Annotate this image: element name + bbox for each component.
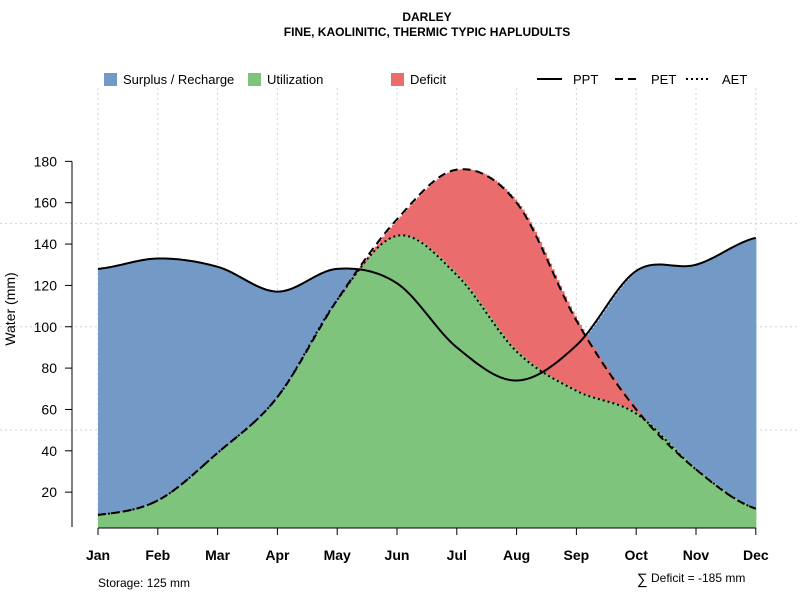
y-tick-label: 80 <box>41 360 57 376</box>
legend-swatch-utilization <box>248 73 261 86</box>
ppt-line <box>97 236 757 382</box>
deficit-note: Deficit = -185 mm <box>651 571 745 585</box>
y-tick-label: 180 <box>34 153 58 169</box>
x-tick-label: Dec <box>743 547 769 563</box>
x-tick-label: Nov <box>683 547 710 563</box>
y-tick-label: 160 <box>34 195 58 211</box>
y-tick-label: 120 <box>34 277 58 293</box>
legend-label-aet: AET <box>722 72 747 87</box>
y-tick-label: 40 <box>41 443 57 459</box>
surplus-recharge-area <box>98 238 757 515</box>
legend-label-ppt: PPT <box>573 72 598 87</box>
legend-label-surplus-recharge: Surplus / Recharge <box>123 72 234 87</box>
y-tick-label: 140 <box>34 236 58 252</box>
x-tick-label: Oct <box>625 547 649 563</box>
legend-swatch-surplus-recharge <box>104 73 117 86</box>
deficit-area <box>339 169 697 468</box>
legend-label-utilization: Utilization <box>267 72 323 87</box>
chart-subtitle: FINE, KAOLINITIC, THERMIC TYPIC HAPLUDUL… <box>284 25 570 39</box>
x-tick-label: Feb <box>145 547 170 563</box>
x-tick-label: Mar <box>205 547 230 563</box>
area-fills <box>98 169 757 529</box>
y-tick-label: 60 <box>41 401 57 417</box>
x-tick-label: Jul <box>447 547 467 563</box>
legend-label-deficit: Deficit <box>410 72 447 87</box>
x-tick-label: Apr <box>265 547 290 563</box>
y-tick-label: 20 <box>41 484 57 500</box>
x-tick-label: Jun <box>385 547 410 563</box>
utilization-area <box>98 235 757 529</box>
axes: 20 40 60 80 100 120 140 160 180 Jan Feb Mar Apr May Ju… <box>34 153 769 563</box>
legend: Surplus / Recharge Utilization Deficit PPT P… <box>104 72 747 87</box>
y-tick-label: 100 <box>34 319 58 335</box>
y-axis-label: Water (mm) <box>2 272 18 345</box>
x-tick-label: Sep <box>564 547 590 563</box>
x-tick-label: Jan <box>86 547 110 563</box>
legend-swatch-deficit <box>391 73 404 86</box>
storage-note: Storage: 125 mm <box>98 576 190 590</box>
legend-label-pet: PET <box>651 72 676 87</box>
series-lines <box>97 168 757 516</box>
sum-icon: ∑ <box>637 571 648 588</box>
x-tick-label: Aug <box>503 547 530 563</box>
chart-title: DARLEY <box>402 10 451 24</box>
x-tick-label: May <box>324 547 351 563</box>
aet-line <box>97 234 757 516</box>
